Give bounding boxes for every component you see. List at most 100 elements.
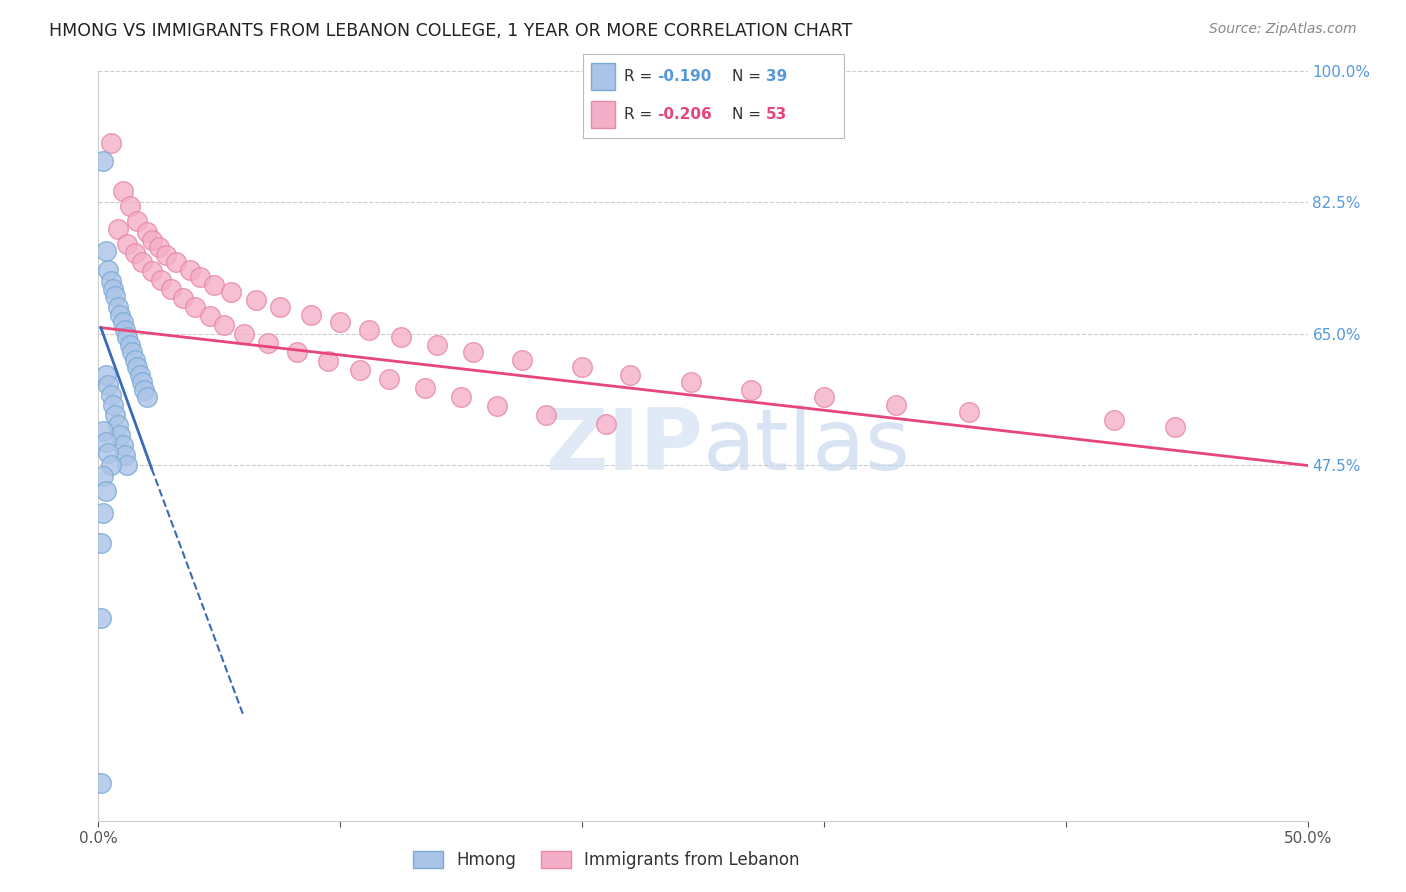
Point [245,293,267,307]
Point [359,323,381,337]
Point [571,360,593,375]
Point [118,199,141,213]
Text: 39: 39 [765,69,787,84]
Point [679,376,702,390]
Point [111,184,134,198]
Point [117,458,139,472]
Point [100,274,122,288]
Point [188,270,211,285]
Point [285,344,308,359]
Text: 53: 53 [765,107,787,122]
Point [595,417,617,431]
FancyBboxPatch shape [592,101,614,128]
Point [101,282,124,296]
Point [94,368,117,382]
Point [131,376,153,390]
Point [131,254,153,268]
Point [377,371,399,385]
Point [165,255,187,269]
Point [148,240,170,254]
Point [426,338,449,352]
Point [90,776,112,790]
FancyBboxPatch shape [592,62,614,90]
Point [121,345,143,359]
Text: ZIP: ZIP [546,404,703,488]
Point [90,536,112,550]
Point [100,136,122,150]
Text: -0.206: -0.206 [658,107,713,122]
Point [329,315,352,329]
Point [141,233,163,247]
Point [91,424,114,438]
Point [316,353,339,368]
Point [107,417,129,432]
Point [172,291,194,305]
Legend: Hmong, Immigrants from Lebanon: Hmong, Immigrants from Lebanon [406,845,807,876]
Point [413,380,436,394]
Point [108,427,131,442]
Point [114,448,136,462]
Point [155,248,177,262]
Point [256,335,278,350]
Text: N =: N = [731,69,766,84]
Point [97,263,120,277]
Point [117,236,139,251]
Text: R =: R = [624,69,657,84]
Point [124,245,146,260]
Point [212,318,235,332]
Point [463,345,485,359]
Point [204,277,226,292]
Point [127,214,149,228]
Point [94,244,117,259]
Point [118,338,141,352]
Point [486,399,509,413]
Point [510,352,533,367]
Text: N =: N = [731,107,766,122]
Point [221,285,243,300]
Point [104,408,127,422]
Point [127,360,149,375]
Point [349,362,371,376]
Point [111,315,134,329]
Point [108,308,131,322]
Point [117,330,139,344]
Point [534,408,557,422]
Point [94,483,117,498]
Point [299,308,322,322]
Point [91,154,114,169]
Point [957,405,980,419]
Point [91,469,114,483]
Point [450,390,472,404]
Point [97,377,120,392]
Point [232,326,254,341]
Point [94,435,117,450]
Point [128,368,150,382]
Point [179,263,201,277]
Point [104,289,127,303]
Point [1163,420,1185,434]
Point [114,323,136,337]
Point [150,273,173,287]
Point [160,282,183,296]
Point [740,383,762,397]
Point [886,398,908,412]
Point [813,390,835,404]
Text: -0.190: -0.190 [658,69,711,84]
Point [135,390,157,404]
Point [107,301,129,315]
Point [184,300,207,314]
Point [198,309,221,323]
Point [100,458,122,472]
Point [135,226,157,240]
Point [91,507,114,521]
Point [269,301,291,315]
Point [124,352,146,367]
Point [1102,413,1125,427]
Text: R =: R = [624,107,657,122]
Point [134,383,156,397]
Point [111,437,134,451]
Point [141,263,163,277]
Point [100,388,122,402]
Point [101,398,124,412]
Text: atlas: atlas [703,404,911,488]
